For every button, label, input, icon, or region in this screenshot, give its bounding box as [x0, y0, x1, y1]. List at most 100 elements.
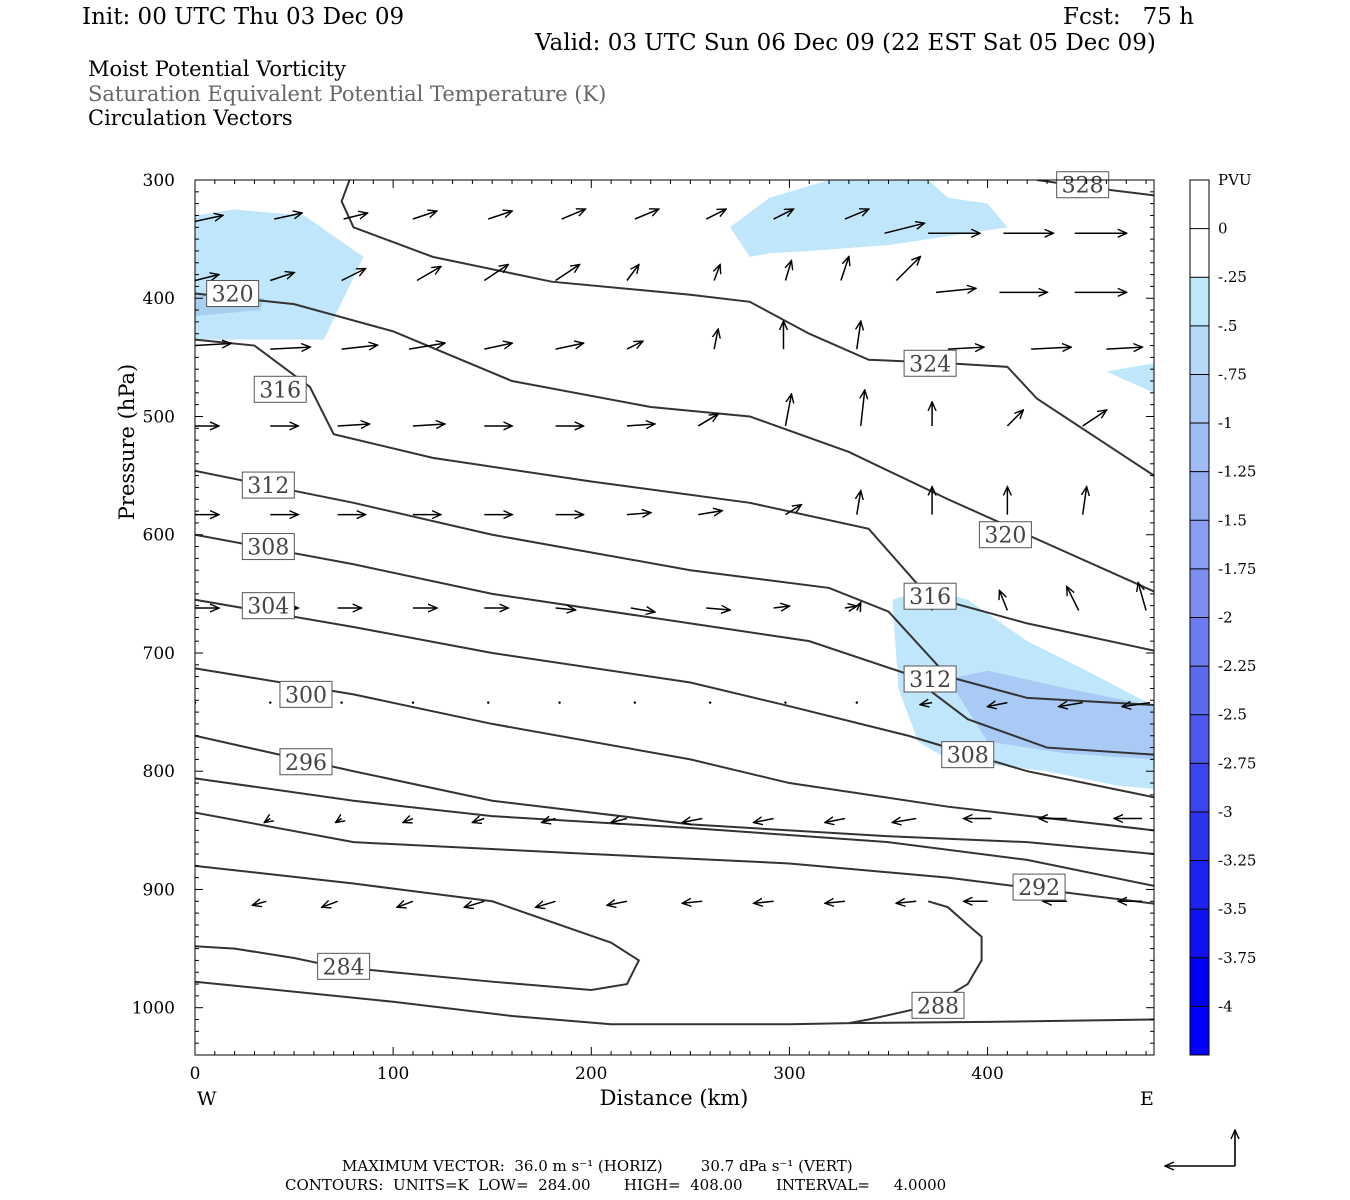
- colorbar-swatch-15: [1190, 909, 1209, 959]
- forecast-hour: Fcst: 75 h: [1063, 4, 1194, 30]
- colorbar-label-1: -.25: [1218, 268, 1247, 286]
- svg-text:292: 292: [1018, 876, 1060, 901]
- colorbar-label-9: -2.25: [1218, 657, 1256, 675]
- colorbar-swatch-9: [1190, 617, 1209, 667]
- vector-10: [884, 223, 925, 234]
- pv-shade-region-0: [195, 209, 364, 340]
- contour-line-308: [195, 533, 1154, 756]
- vector-96: [264, 819, 270, 823]
- vector-30: [341, 345, 378, 349]
- vector-83: [269, 701, 272, 704]
- x-axis-title: Distance (km): [600, 1086, 749, 1110]
- colorbar-swatch-12: [1190, 763, 1209, 813]
- vector-104: [825, 819, 846, 823]
- contour-line-324: [340, 180, 1154, 477]
- vector-84: [340, 701, 343, 704]
- vector-33: [555, 343, 584, 350]
- pv-colorbar: 0 -.25 -.5 -.75 -1 -1.25 -1.5 -1.75 -2 -2.25 -2.5 -…: [1189, 171, 1256, 1056]
- contour-label-324: 324: [903, 349, 957, 377]
- vector-28: [195, 344, 231, 346]
- colorbar-swatch-14: [1190, 860, 1209, 910]
- contour-label-304: 304: [241, 592, 295, 620]
- svg-text:296: 296: [285, 751, 327, 776]
- vector-3: [412, 211, 437, 220]
- vector-60: [626, 513, 651, 515]
- vector-91: [855, 701, 858, 704]
- vector-116: [754, 901, 774, 903]
- svg-text:316: 316: [259, 378, 301, 403]
- vector-5: [561, 209, 586, 220]
- contour-label-312-b: 312: [903, 665, 957, 693]
- vector-49: [784, 394, 791, 427]
- x-tick-label-200: 200: [575, 1064, 607, 1084]
- vector-66: [1083, 487, 1087, 515]
- vector-118: [896, 901, 917, 903]
- contour-line-300: [195, 667, 1154, 832]
- vector-98: [403, 819, 414, 823]
- vector-75: [773, 606, 790, 608]
- vector-6: [634, 209, 659, 220]
- vector-43: [337, 424, 370, 426]
- vector-110: [322, 901, 338, 907]
- vector-73: [630, 608, 655, 612]
- vector-72: [555, 608, 576, 610]
- vector-17: [416, 267, 441, 282]
- colorbar-label-7: -1.75: [1218, 560, 1256, 578]
- svg-text:308: 308: [247, 536, 289, 561]
- x-tick-label-100: 100: [377, 1064, 409, 1084]
- vector-89: [708, 701, 712, 704]
- field-title-vectors: Circulation Vectors: [88, 106, 293, 130]
- contour-label-296: 296: [279, 748, 333, 776]
- colorbar-swatch-8: [1190, 568, 1209, 618]
- colorbar-swatch-11: [1190, 714, 1209, 764]
- colorbar-swatch-1: [1190, 228, 1209, 278]
- vector-111: [397, 901, 414, 907]
- contour-label-308-b: 308: [941, 741, 995, 769]
- colorbar-label-14: -3.5: [1218, 900, 1247, 918]
- vector-4: [488, 211, 512, 220]
- svg-text:320: 320: [212, 283, 254, 308]
- vector-35: [714, 329, 718, 350]
- svg-text:328: 328: [1062, 174, 1104, 199]
- vector-18: [483, 265, 508, 282]
- vector-88: [633, 701, 637, 704]
- colorbar-swatch-3: [1190, 325, 1209, 375]
- vector-9: [844, 209, 869, 220]
- colorbar-label-8: -2: [1218, 609, 1233, 627]
- vector-62: [785, 505, 801, 516]
- contour-label-308: 308: [241, 533, 295, 561]
- svg-text:304: 304: [247, 595, 289, 620]
- vector-29: [270, 347, 310, 349]
- colorbar-label-11: -2.75: [1218, 754, 1256, 772]
- vector-38: [947, 347, 984, 349]
- vector-15: [270, 273, 294, 282]
- vector-102: [682, 819, 703, 823]
- x-tick-label-0: 0: [190, 1064, 201, 1084]
- contour-line-316: [195, 338, 1154, 652]
- contour-label-316-b: 316: [903, 582, 957, 610]
- contour-label-300: 300: [279, 680, 333, 708]
- contour-line-284: [848, 1018, 1154, 1025]
- contour-line-286: [195, 900, 983, 1026]
- x-end-label-west: W: [197, 1088, 217, 1110]
- vector-90: [784, 701, 787, 704]
- contour-line-288: [195, 864, 641, 991]
- vector-22: [785, 261, 791, 281]
- colorbar-swatch-2: [1190, 277, 1209, 327]
- vector-47: [626, 424, 655, 426]
- vector-92: [920, 703, 933, 705]
- vector-16: [341, 269, 366, 282]
- vector-117: [825, 901, 845, 903]
- colorbar-swatch-10: [1190, 666, 1209, 716]
- y-tick-label-800: 800: [143, 762, 175, 782]
- vector-20: [626, 265, 639, 281]
- vector-34: [626, 341, 643, 350]
- colorbar-swatch-17: [1190, 1006, 1209, 1056]
- svg-text:308: 308: [947, 744, 989, 769]
- y-tick-label-300: 300: [143, 171, 175, 191]
- vector-113: [536, 901, 556, 907]
- vector-53: [1082, 410, 1107, 427]
- vector-2: [343, 213, 368, 220]
- max-vector-note: MAXIMUM VECTOR: 36.0 m s⁻¹ (HORIZ) 30.7 …: [342, 1157, 853, 1175]
